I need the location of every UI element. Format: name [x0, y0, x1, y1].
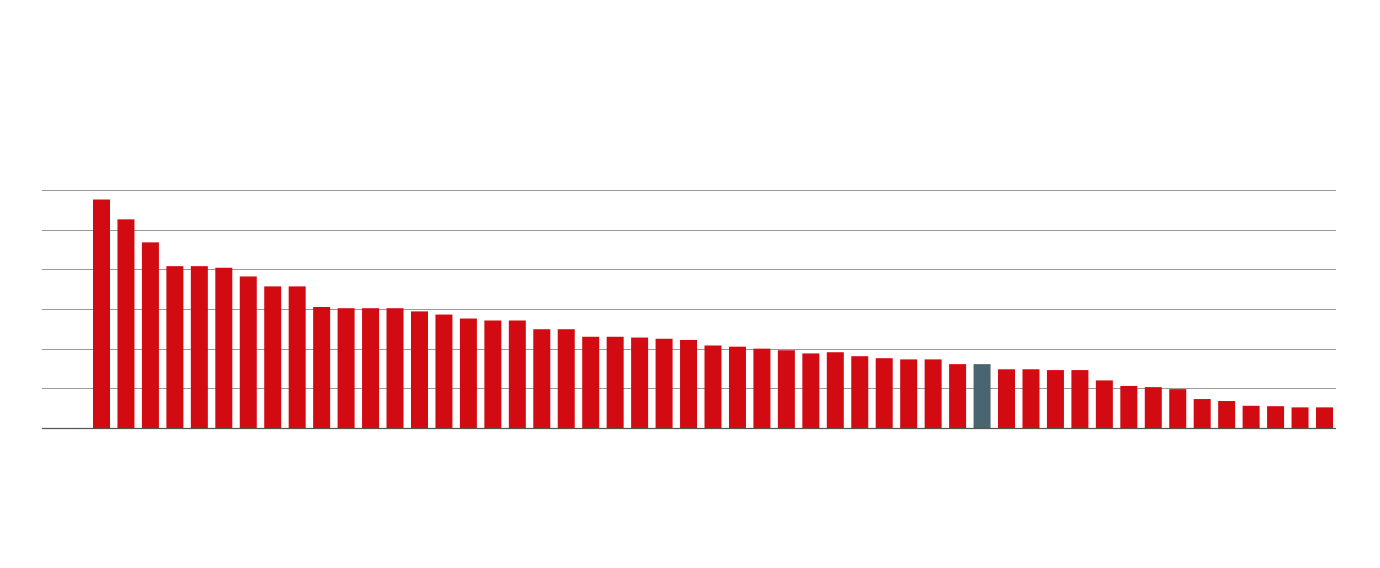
bar — [924, 359, 942, 428]
bar — [875, 358, 893, 428]
bar — [239, 276, 257, 428]
bar — [1071, 370, 1089, 428]
bar — [141, 242, 159, 428]
bar — [362, 308, 380, 428]
bar-highlighted — [973, 364, 991, 428]
bar — [1120, 385, 1138, 428]
bar — [802, 353, 820, 428]
bar — [337, 308, 355, 428]
bar — [117, 219, 135, 428]
bar — [166, 266, 184, 428]
bar — [1291, 407, 1309, 428]
bar — [1046, 370, 1064, 428]
bar — [557, 329, 575, 428]
bar — [264, 286, 282, 428]
bar — [826, 352, 844, 428]
bar — [410, 311, 428, 428]
bar — [459, 318, 477, 428]
bar — [1095, 380, 1113, 428]
bar — [1316, 407, 1333, 428]
bar — [1169, 389, 1187, 428]
bar — [288, 286, 306, 428]
bar — [582, 336, 600, 428]
bar — [484, 320, 502, 428]
bar — [1144, 387, 1162, 428]
bar — [949, 364, 967, 428]
bar — [533, 329, 551, 428]
bar — [435, 314, 453, 428]
bar — [606, 336, 624, 428]
bar — [215, 267, 233, 428]
bar — [777, 350, 795, 428]
bar — [93, 199, 110, 428]
bar — [313, 307, 331, 428]
bar — [631, 337, 649, 428]
bar — [680, 339, 698, 428]
bar — [900, 359, 918, 428]
bar — [1218, 401, 1236, 428]
bar — [190, 266, 208, 428]
bar — [753, 348, 771, 428]
bar — [386, 308, 404, 428]
bar — [728, 346, 746, 428]
bar — [1242, 405, 1260, 428]
bar — [1267, 406, 1285, 428]
bar — [851, 356, 869, 428]
bar — [1193, 399, 1211, 428]
bar — [655, 338, 673, 428]
bar — [704, 345, 722, 428]
bars — [93, 199, 1333, 428]
bar — [508, 320, 526, 428]
bar — [998, 369, 1016, 428]
bar — [1022, 369, 1040, 428]
